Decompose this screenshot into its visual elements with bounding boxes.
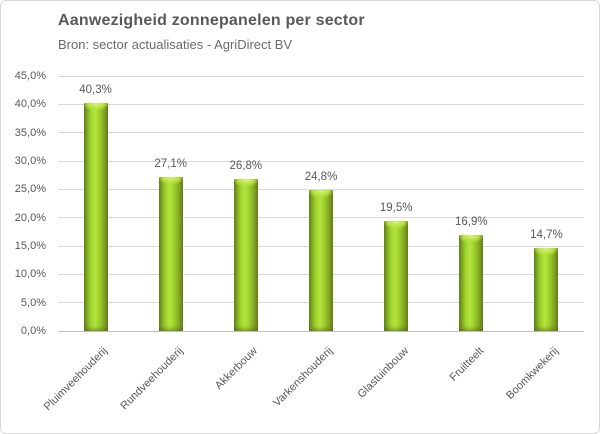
x-axis-label: Akkerbouw	[213, 345, 261, 392]
bar-akkerbouw	[233, 179, 258, 331]
bar-value-label: 27,1%	[154, 158, 187, 171]
chart-title: Aanwezigheid zonnepanelen per sector	[58, 12, 365, 29]
y-axis-tick: 30,0%	[14, 155, 46, 167]
y-axis-tick: 0,0%	[20, 325, 46, 337]
x-axis-label: Varkenshouderij	[271, 345, 336, 410]
y-axis-tick: 35,0%	[14, 126, 46, 139]
y-axis-tick: 5,0%	[20, 296, 46, 309]
bar-glastuinbouw	[384, 220, 409, 331]
y-axis-tick: 15,0%	[14, 240, 46, 252]
bar-value-label: 14,7%	[530, 228, 563, 241]
bar-value-label: 26,8%	[229, 160, 263, 173]
y-axis-tick: 10,0%	[14, 268, 46, 281]
x-axis-label: Rundveehouderij	[117, 345, 186, 413]
bar-value-label: 24,8%	[304, 171, 338, 184]
x-axis-label: Glastuinbouw	[355, 345, 411, 401]
bar-value-label: 19,5%	[379, 201, 413, 214]
bar-boomkwekerij	[534, 247, 559, 331]
gridline	[58, 132, 584, 134]
bar-value-label: 40,3%	[79, 83, 112, 96]
y-axis-tick: 45,0%	[14, 70, 46, 82]
gridline	[58, 103, 584, 105]
bar-rundveehouderij	[158, 177, 183, 331]
x-axis-label: Boomkwekerij	[504, 345, 561, 402]
gridline	[58, 75, 584, 77]
gridline	[58, 188, 584, 190]
gridline	[58, 160, 584, 162]
chart-subtitle: Bron: sector actualisaties - AgriDirect …	[58, 37, 293, 52]
bar-varkenshouderij	[309, 190, 333, 331]
x-axis-label: Pluimveehouderij	[41, 345, 111, 414]
x-axis-line	[58, 330, 584, 332]
bar-value-label: 16,9%	[454, 216, 488, 229]
bar-pluimveehouderij	[83, 102, 108, 331]
y-axis-tick: 20,0%	[14, 211, 46, 224]
y-axis-tick: 25,0%	[14, 183, 46, 196]
y-axis-tick: 40,0%	[14, 98, 46, 111]
bar-fruitteelt	[459, 235, 484, 331]
x-axis-label: Fruitteelt	[447, 345, 486, 384]
